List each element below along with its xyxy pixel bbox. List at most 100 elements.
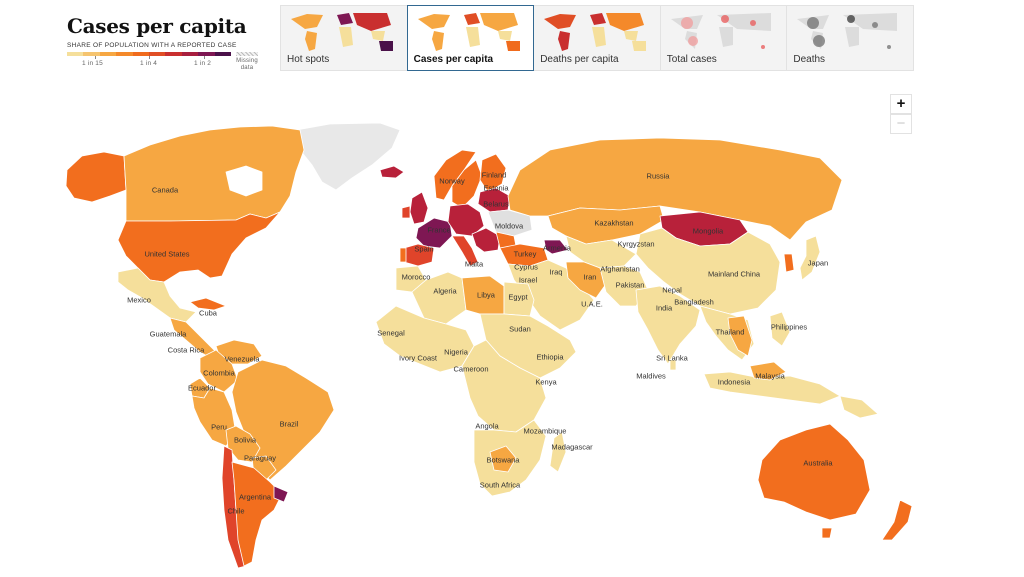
- country-iceland[interactable]: [379, 165, 405, 179]
- label-guatemala: Guatemala: [149, 329, 187, 339]
- legend-tick: [204, 56, 205, 59]
- country-australia[interactable]: [757, 423, 871, 521]
- label-egypt: Egypt: [508, 292, 528, 302]
- label-kazakhstan: Kazakhstan: [594, 218, 634, 228]
- tab-cases-per-capita-label: Cases per capita: [413, 54, 494, 65]
- country-argentina[interactable]: [231, 461, 283, 567]
- country-central-africa[interactable]: [461, 339, 547, 433]
- label-russia: Russia: [646, 171, 670, 181]
- label-mongolia: Mongolia: [692, 226, 724, 236]
- country-madagascar[interactable]: [549, 431, 567, 473]
- country-greenland[interactable]: [284, 122, 401, 191]
- legend-swatch: [132, 52, 150, 56]
- label-nepal: Nepal: [662, 285, 682, 295]
- label-belarus: Belarus: [483, 199, 509, 209]
- tab-deaths-per-capita-thumbnail: [544, 13, 647, 51]
- country-papua[interactable]: [839, 395, 879, 419]
- country-china[interactable]: [635, 227, 781, 315]
- country-sri-lanka[interactable]: [669, 359, 677, 371]
- legend-swatch: [67, 52, 84, 56]
- legend-swatch: [83, 52, 100, 56]
- country-united-states[interactable]: [117, 211, 281, 283]
- legend-swatch: [181, 52, 199, 56]
- zoom-in-button[interactable]: +: [890, 94, 912, 114]
- tab-hot-spots-thumbnail: [291, 13, 393, 51]
- label-ivory-coast: Ivory Coast: [399, 353, 437, 363]
- country-philippines[interactable]: [769, 311, 791, 347]
- label-argentina: Argentina: [238, 492, 272, 502]
- country-portugal[interactable]: [399, 247, 407, 263]
- label-japan: Japan: [807, 258, 829, 268]
- country-finland[interactable]: [479, 153, 507, 193]
- country-japan[interactable]: [799, 235, 821, 281]
- label-maldives: Maldives: [636, 371, 666, 381]
- tab-total-cases-thumbnail: [670, 13, 771, 49]
- country-thailand-vietnam[interactable]: [727, 315, 753, 357]
- country-mexico[interactable]: [117, 267, 197, 323]
- zoom-out-button[interactable]: −: [890, 114, 912, 134]
- label-moldova: Moldova: [494, 221, 524, 231]
- label-bolivia: Bolivia: [233, 435, 257, 445]
- country-tasmania[interactable]: [821, 527, 833, 539]
- country-alaska[interactable]: [65, 151, 127, 203]
- tab-deaths-per-capita[interactable]: Deaths per capita: [533, 5, 661, 71]
- label-israel: Israel: [518, 275, 538, 285]
- legend-swatch: [99, 52, 117, 56]
- legend-swatch: [198, 52, 215, 56]
- country-hudson-bay: [225, 165, 263, 197]
- country-italy[interactable]: [451, 235, 479, 267]
- legend-label-1-in-4: 1 in 4: [140, 60, 158, 67]
- label-nigeria: Nigeria: [444, 347, 468, 357]
- country-colombia[interactable]: [199, 349, 239, 393]
- legend-swatch: [165, 52, 182, 56]
- label-angola: Angola: [475, 421, 499, 431]
- label-mozambique: Mozambique: [523, 426, 567, 436]
- country-malaysia[interactable]: [749, 361, 787, 381]
- label-united-states: United States: [144, 249, 190, 259]
- country-india[interactable]: [635, 285, 701, 365]
- label-cameroon: Cameroon: [453, 364, 489, 374]
- country-canada[interactable]: [123, 125, 305, 222]
- legend-tick: [149, 56, 150, 59]
- country-botswana[interactable]: [489, 445, 517, 473]
- label-canada: Canada: [151, 185, 179, 195]
- label-venezuela: Venezuela: [224, 354, 260, 364]
- tab-total-cases[interactable]: Total cases: [659, 5, 788, 71]
- label-senegal: Senegal: [377, 328, 405, 338]
- country-new-zealand[interactable]: [881, 499, 913, 541]
- country-uk[interactable]: [409, 191, 429, 225]
- label-brazil: Brazil: [279, 419, 299, 429]
- label-estonia: Estonia: [483, 183, 509, 193]
- tab-hot-spots[interactable]: Hot spots: [280, 5, 408, 71]
- label-france: France: [427, 225, 451, 235]
- label-malta: Malta: [464, 259, 484, 269]
- tab-deaths-label: Deaths: [793, 54, 826, 65]
- label-pakistan: Pakistan: [615, 280, 645, 290]
- country-balkans[interactable]: [471, 227, 501, 253]
- legend-swatch: [116, 52, 133, 56]
- legend-color-scale: [67, 52, 232, 56]
- label-peru: Peru: [211, 422, 227, 432]
- country-sweden[interactable]: [451, 159, 483, 209]
- label-iraq: Iraq: [549, 267, 563, 277]
- label-armenia: Armenia: [543, 243, 571, 253]
- country-caucasus[interactable]: [543, 239, 569, 255]
- label-cuba: Cuba: [199, 308, 217, 318]
- tab-deaths[interactable]: Deaths: [786, 5, 914, 71]
- country-korea[interactable]: [783, 253, 795, 273]
- label-thailand: Thailand: [715, 327, 745, 337]
- country-uruguay[interactable]: [273, 485, 289, 503]
- country-france[interactable]: [415, 217, 453, 249]
- tab-deaths-per-capita-label: Deaths per capita: [540, 54, 619, 65]
- label-colombia: Colombia: [203, 368, 235, 378]
- country-ireland[interactable]: [401, 205, 411, 219]
- label-australia: Australia: [803, 458, 833, 468]
- label-uae: U.A.E.: [581, 299, 603, 309]
- country-iran[interactable]: [565, 261, 607, 299]
- label-sudan: Sudan: [509, 324, 531, 334]
- tab-cases-per-capita[interactable]: Cases per capita: [406, 5, 535, 71]
- country-cuba[interactable]: [189, 297, 227, 311]
- country-egypt[interactable]: [503, 281, 535, 317]
- label-paraguay: Paraguay: [243, 453, 277, 463]
